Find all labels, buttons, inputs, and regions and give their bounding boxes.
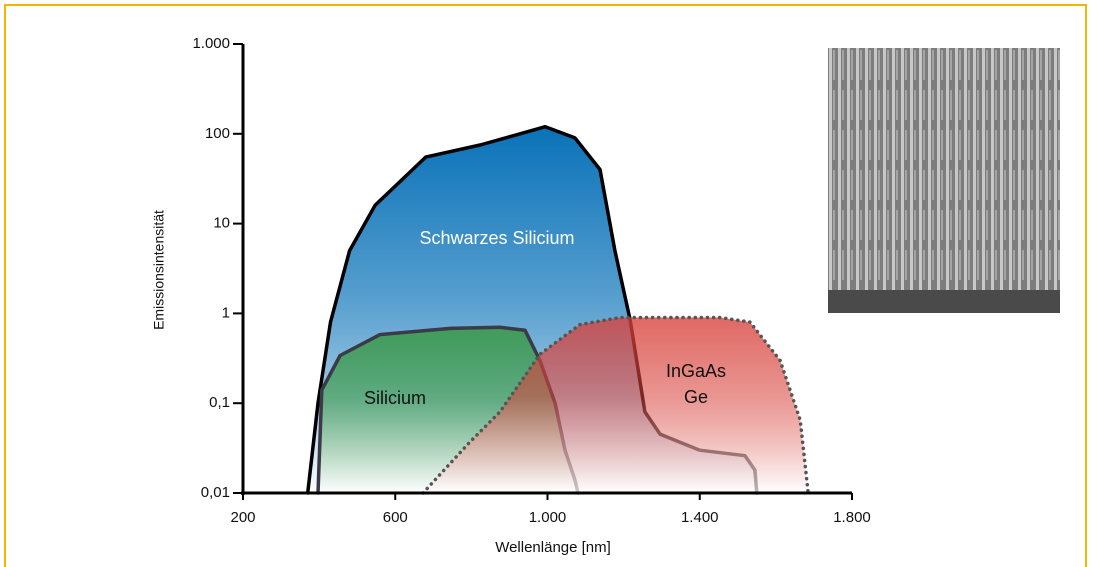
x-axis-label: Wellenlänge [nm] bbox=[495, 539, 611, 556]
area-label: InGaAs Ge bbox=[665, 361, 727, 407]
sem-image bbox=[828, 48, 1060, 313]
x-tick-label: 200 bbox=[230, 509, 255, 526]
frame bbox=[4, 4, 1087, 567]
sem-image-base bbox=[828, 290, 1060, 313]
y-axis-label: Emissionsintensität bbox=[151, 210, 167, 330]
y-tick-label: 0,1 bbox=[209, 394, 230, 411]
x-tick-label: 1.400 bbox=[681, 509, 719, 526]
area-fill bbox=[423, 317, 809, 493]
area-label: Schwarzes Silicium bbox=[419, 228, 575, 248]
x-tick-label: 1.800 bbox=[833, 509, 871, 526]
y-tick-label: 1.000 bbox=[192, 35, 230, 52]
x-tick-label: 1.000 bbox=[529, 509, 567, 526]
y-tick-label: 0,01 bbox=[201, 484, 230, 501]
area-outline bbox=[421, 315, 810, 495]
y-tick-label: 100 bbox=[205, 125, 230, 142]
x-tick-label: 600 bbox=[383, 509, 408, 526]
area-label: Silicium bbox=[363, 388, 427, 408]
y-tick-label: 10 bbox=[213, 215, 230, 232]
y-tick-label: 1 bbox=[222, 304, 230, 321]
